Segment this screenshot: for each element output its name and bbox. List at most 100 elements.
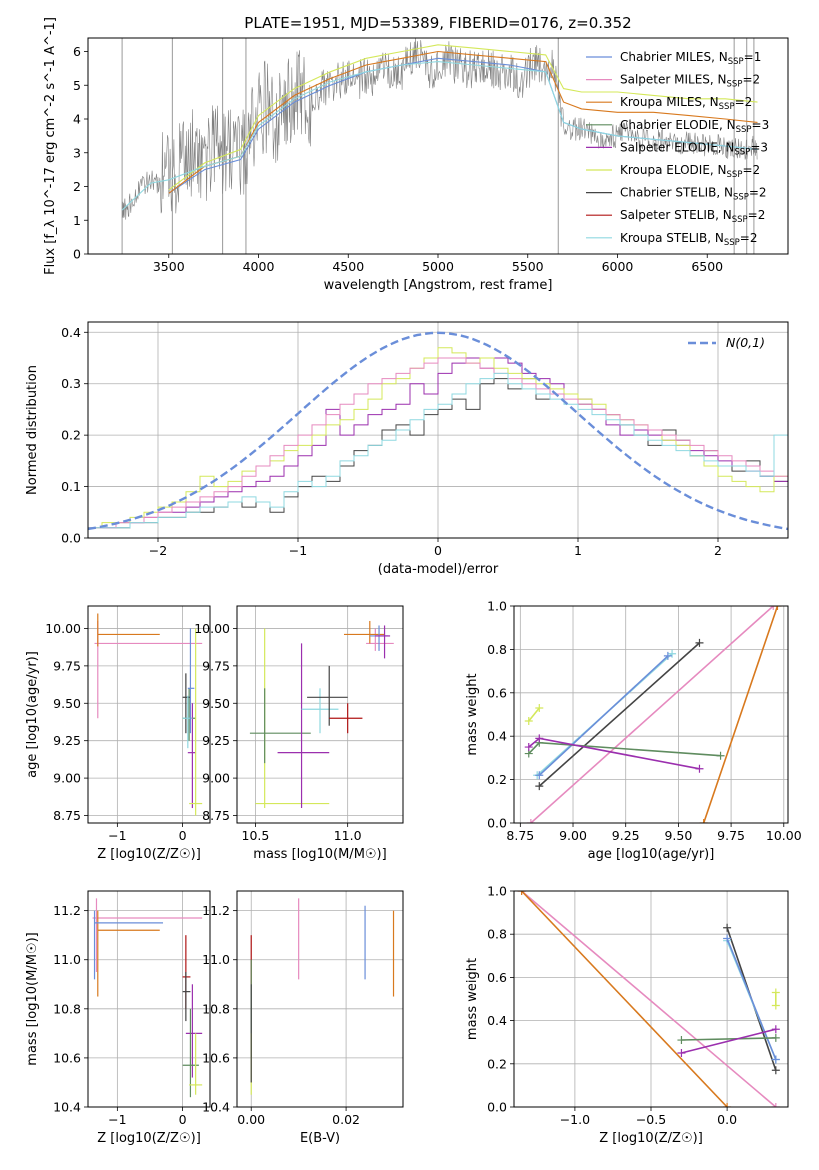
plot-area <box>250 898 395 1095</box>
legend-entry: Kroupa STELIB, NSSP=2 <box>620 231 758 248</box>
panel-age-vs-Z: −1 0 8.75 9.00 9.25 9.50 9.75 10.00 Z [log10(Z/Z… <box>25 605 211 862</box>
y-tick-label: 1.0 <box>487 599 507 614</box>
axes-frame <box>513 890 789 1108</box>
weight-marker <box>526 819 535 823</box>
x-tick-label: 0.02 <box>332 1112 360 1127</box>
plot-area <box>121 38 758 254</box>
error-bar-point <box>343 620 385 644</box>
error-bar-point <box>182 935 191 1009</box>
x-axis-label: Z [log10(Z/Z☉)] <box>599 1131 703 1146</box>
y-tick-label: 10.00 <box>45 621 81 636</box>
x-axis-label: Z [log10(Z/Z☉)] <box>97 847 201 862</box>
x-tick-label: 9.00 <box>559 828 587 843</box>
y-axis-label: mass [log10(M/M☉)] <box>25 932 40 1065</box>
weight-line <box>528 707 540 722</box>
y-tick-label: 0.3 <box>61 376 81 391</box>
mass-weight-line <box>677 1033 780 1045</box>
y-axis-label: Flux [f_λ 10^-17 erg cm^-2 s^-1 A^-1] <box>43 17 58 275</box>
weight-marker <box>723 934 732 943</box>
error-bar-point <box>255 628 330 809</box>
panel-mass-vs-Z: −1 0 10.4 10.6 10.8 11.0 11.2 Z [log10(Z/Z☉)] ma… <box>25 890 211 1146</box>
y-tick-label: 10.4 <box>202 1100 230 1115</box>
weight-marker <box>524 743 533 752</box>
error-bar-point <box>187 628 195 734</box>
y-tick-label: 0.0 <box>61 531 81 546</box>
y-tick-label: 8.75 <box>202 808 230 823</box>
x-tick-label: 9.75 <box>717 828 745 843</box>
weight-marker <box>771 1025 780 1034</box>
y-tick-label: 9.00 <box>53 771 81 786</box>
weight-line <box>538 655 669 776</box>
panel-mass-vs-ebv: 0.00 0.02 10.4 10.6 10.8 11.0 11.2 E(B-V) <box>202 890 404 1146</box>
weight-line <box>681 1037 776 1041</box>
y-tick-label: 9.75 <box>53 658 81 673</box>
error-bar-point <box>366 628 394 651</box>
axes-frame <box>87 605 211 824</box>
x-tick-label: 2 <box>714 543 722 558</box>
error-bar-point <box>187 703 196 809</box>
x-tick-label: 0 <box>179 1112 187 1127</box>
gaussian-curve <box>88 331 788 531</box>
error-bar-point <box>277 643 330 809</box>
panel-mass-weight-vs-age: 8.75 9.00 9.25 9.50 9.75 10.00 0.0 0.2 0.4 0.6 0.8… <box>465 599 802 863</box>
weight-marker <box>677 1049 686 1057</box>
axes-frame <box>236 890 404 1108</box>
y-tick-label: 10.8 <box>202 1001 230 1016</box>
error-bar-point <box>92 898 203 972</box>
x-tick-label: 6500 <box>691 259 723 274</box>
residual-histogram-step <box>88 357 788 529</box>
legend-entry: Salpeter ELODIE, NSSP=3 <box>620 140 768 157</box>
x-tick-label: 0.00 <box>237 1112 265 1127</box>
weight-line <box>726 938 777 1060</box>
y-axis-label: mass weight <box>465 958 480 1040</box>
x-tick-label: 10.5 <box>242 828 270 843</box>
model-spectrum <box>168 44 758 191</box>
y-tick-label: 0.8 <box>487 642 507 657</box>
mass-weight-line <box>677 1025 780 1057</box>
y-tick-label: 9.75 <box>202 658 230 673</box>
y-tick-label: 0.4 <box>487 729 507 744</box>
error-bar-point <box>97 613 160 647</box>
x-tick-label: −2 <box>149 543 167 558</box>
weight-marker <box>771 1066 780 1075</box>
x-tick-label: −0.5 <box>636 1112 666 1127</box>
weight-marker <box>677 1036 686 1045</box>
weight-line <box>681 1028 776 1054</box>
weight-line <box>521 891 777 1107</box>
weight-marker <box>517 891 526 895</box>
x-tick-label: 0.0 <box>717 1112 737 1127</box>
legend-entry: Chabrier MILES, NSSP=1 <box>620 50 761 67</box>
weight-line <box>538 642 701 787</box>
x-tick-label: 4000 <box>243 259 275 274</box>
x-tick-label: 11.0 <box>334 828 362 843</box>
legend-entry: Kroupa ELODIE, NSSP=2 <box>620 163 760 180</box>
y-tick-label: 0.4 <box>61 325 81 340</box>
weight-line <box>528 741 721 757</box>
y-tick-label: 11.2 <box>53 903 81 918</box>
y-axis-label: Normed distribution <box>25 365 40 495</box>
error-bar-point <box>189 1033 203 1095</box>
x-tick-label: 6000 <box>602 259 634 274</box>
y-tick-label: 10.6 <box>202 1050 230 1065</box>
legend-entry: Salpeter MILES, NSSP=2 <box>620 73 760 90</box>
mass-weight-line <box>517 891 732 1107</box>
y-tick-label: 10.4 <box>53 1100 81 1115</box>
weight-marker <box>535 771 544 780</box>
plot-area <box>249 620 394 809</box>
mass-weight-line <box>699 606 782 823</box>
mass-weight-line <box>524 734 704 773</box>
weight-line <box>702 606 779 823</box>
y-tick-label: 0.0 <box>487 816 507 831</box>
y-tick-label: 6 <box>73 44 81 59</box>
x-tick-label: 5000 <box>422 259 454 274</box>
x-tick-label: 9.25 <box>612 828 640 843</box>
y-tick-label: 0.2 <box>487 1056 507 1071</box>
y-tick-label: 9.00 <box>202 771 230 786</box>
y-tick-label: 0 <box>73 247 81 262</box>
weight-marker <box>723 1103 732 1107</box>
weight-marker <box>773 606 782 610</box>
weight-marker <box>771 1033 780 1042</box>
y-tick-label: 0.1 <box>61 479 81 494</box>
figure-title: PLATE=1951, MJD=53389, FIBERID=0176, z=0… <box>244 14 631 32</box>
